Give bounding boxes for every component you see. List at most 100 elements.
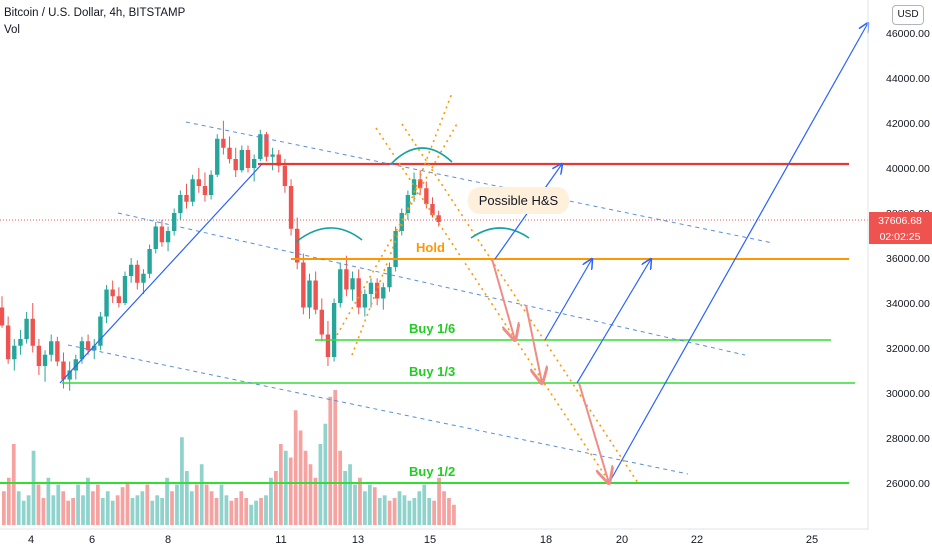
- volume-bar: [81, 495, 85, 525]
- candle-body: [307, 280, 312, 308]
- rally-trend-line[interactable]: [59, 163, 263, 384]
- volume-bar: [432, 500, 437, 525]
- buy-1-2-label: Buy 1/2: [409, 464, 455, 479]
- candle-body: [196, 179, 201, 186]
- countdown-value: 02:02:25: [880, 231, 921, 243]
- candle-body: [313, 280, 318, 310]
- time-tick-label: 18: [540, 534, 552, 546]
- volume-bar: [6, 477, 11, 525]
- volume-bar: [224, 495, 229, 525]
- hold-label: Hold: [416, 240, 445, 255]
- volume-bar: [264, 495, 268, 525]
- time-tick-label: 11: [275, 534, 286, 546]
- volume-bar: [155, 495, 160, 525]
- drop-arrow-3[interactable]: [578, 382, 609, 483]
- candle-body: [178, 195, 183, 213]
- price-tick-label: 40000.00: [886, 163, 930, 175]
- channel-upper-line[interactable]: [185, 121, 774, 244]
- volume-bar: [412, 498, 417, 525]
- projection-arrow-3[interactable]: [576, 259, 651, 384]
- volume-bar: [397, 491, 402, 525]
- candle-body: [73, 359, 78, 371]
- wedge-line-3[interactable]: [375, 127, 611, 484]
- candle-body: [295, 228, 300, 263]
- time-axis[interactable]: 4 6 8 11 13 15 18 20 22 25: [28, 534, 818, 546]
- candle-body: [344, 269, 349, 290]
- volume-bar: [66, 500, 71, 525]
- candle-body: [135, 264, 140, 283]
- volume-bar: [100, 498, 105, 525]
- volume-bar: [447, 498, 451, 525]
- candle-body: [381, 287, 386, 299]
- volume-bar: [437, 477, 441, 525]
- volume-bar: [407, 500, 412, 525]
- channel-lower-line[interactable]: [67, 344, 689, 475]
- price-axis[interactable]: 46000.0044000.0042000.0040000.0038000.00…: [886, 28, 930, 490]
- volume-bar: [51, 495, 56, 525]
- candle-body: [436, 215, 441, 222]
- candle-body: [356, 278, 361, 308]
- candle-body: [387, 267, 392, 288]
- volume-bars: [2, 390, 456, 525]
- volume-bar: [239, 491, 244, 525]
- drop-arrow-2[interactable]: [525, 304, 542, 383]
- candle-body: [67, 370, 72, 380]
- volume-bar: [402, 495, 407, 525]
- volume-bar: [229, 500, 234, 525]
- volume-bar: [184, 471, 189, 525]
- time-tick-label: 15: [424, 534, 436, 546]
- volume-bar: [333, 390, 338, 525]
- volume-bar: [31, 450, 36, 525]
- volume-bar: [452, 504, 456, 525]
- volume-bar: [259, 498, 263, 525]
- current-price-tag: [869, 212, 932, 228]
- price-tick-label: 44000.00: [886, 73, 930, 85]
- channel-middle-line[interactable]: [117, 212, 746, 356]
- hs-head-arc[interactable]: [390, 147, 453, 165]
- time-tick-label: 22: [691, 534, 703, 546]
- candle-body: [276, 154, 281, 166]
- volume-bar: [382, 495, 387, 525]
- drop-arrow-1[interactable]: [491, 258, 515, 340]
- time-tick-label: 13: [352, 534, 364, 546]
- projection-arrow-2[interactable]: [544, 259, 592, 341]
- candle-body: [42, 354, 48, 366]
- wedge-line-2[interactable]: [336, 121, 459, 336]
- price-tick-label: 28000.00: [886, 433, 930, 445]
- candle-body: [172, 213, 177, 231]
- price-tick-label: 32000.00: [886, 343, 930, 355]
- volume-bar: [343, 471, 347, 525]
- candle-body: [418, 179, 423, 189]
- volume-bar: [135, 495, 140, 525]
- buy-1-3-label: Buy 1/3: [409, 364, 455, 379]
- volume-bar: [56, 484, 61, 525]
- volume-bar: [283, 450, 288, 525]
- hs-left-shoulder-arc[interactable]: [295, 227, 363, 243]
- candle-body: [430, 204, 435, 216]
- hs-right-shoulder-arc[interactable]: [470, 227, 530, 239]
- volume-bar: [269, 477, 273, 525]
- hs-callout-box[interactable]: [468, 187, 569, 214]
- candle-body: [301, 262, 306, 308]
- volume-bar: [417, 491, 422, 525]
- volume-bar: [293, 410, 298, 525]
- candle-body: [362, 294, 368, 308]
- volume-bar: [387, 500, 392, 525]
- volume-bar: [61, 491, 66, 525]
- volume-bar: [130, 498, 135, 525]
- currency-button[interactable]: USD: [892, 5, 924, 25]
- volume-bar: [278, 444, 283, 525]
- candle-body: [153, 226, 158, 249]
- projection-arrow-4[interactable]: [608, 23, 868, 484]
- candle-body: [270, 154, 275, 157]
- volume-bar: [175, 484, 179, 525]
- volume-bar: [313, 477, 318, 525]
- volume-bar: [348, 464, 352, 525]
- volume-bar: [338, 450, 343, 525]
- candle-body: [239, 150, 245, 171]
- volume-bar: [150, 500, 155, 525]
- volume-bar: [46, 477, 51, 525]
